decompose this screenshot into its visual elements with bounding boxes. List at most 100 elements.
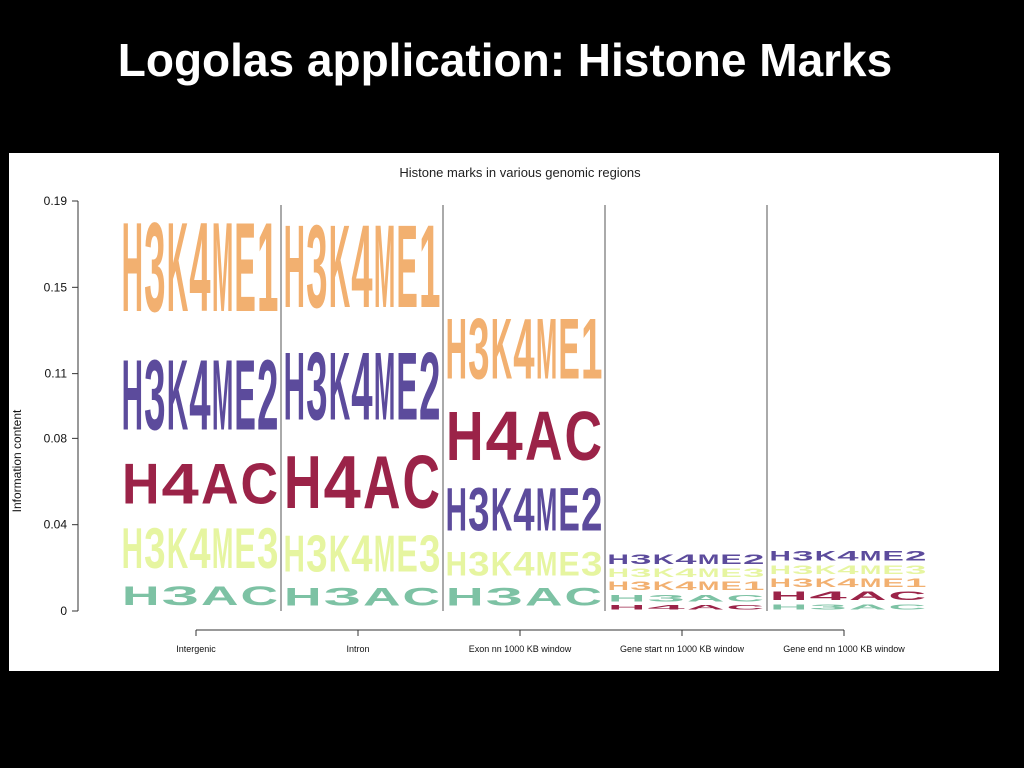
logo-column: H 3 A CH 3 K 4 M E 3H 4 A CH 3 K 4 M E 2H 3 K 4 M E 1 xyxy=(284,201,441,611)
logo-letter: 3 xyxy=(306,333,327,441)
logo-letter: 3 xyxy=(306,525,327,583)
logo-letter: H xyxy=(284,525,305,583)
y-axis: 0 0.04 0.08 0.11 0.15 0.19 xyxy=(44,194,79,618)
logo-letter: H xyxy=(770,548,791,563)
logo-letter: 4 xyxy=(513,301,534,398)
logo-letter: H xyxy=(608,593,646,604)
logo-letter: 3 xyxy=(792,549,813,564)
logo-letter: K xyxy=(329,333,350,441)
x-tick-label: Exon nn 1000 KB window xyxy=(469,644,572,654)
logo-letter: 3 xyxy=(144,517,165,581)
logo-letter: 1 xyxy=(257,196,278,338)
logo-letter: 4 xyxy=(647,604,685,612)
logo-letter: 3 xyxy=(257,517,278,581)
logo-letter: K xyxy=(329,201,350,333)
logo-letter: 4 xyxy=(837,549,858,564)
logo-letter: M xyxy=(698,580,719,593)
logo-letter: E xyxy=(720,552,741,567)
logo-letter: 4 xyxy=(351,333,372,441)
logo-letter: H xyxy=(122,581,160,611)
logo-letter: A xyxy=(363,441,401,525)
y-tick-label: 0.08 xyxy=(44,431,68,445)
logo-letter: H xyxy=(446,583,484,611)
logo-letter: K xyxy=(491,544,512,583)
logo-letter: 1 xyxy=(743,580,765,593)
logo-letter: H xyxy=(770,577,791,590)
logo-letter: A xyxy=(849,602,887,611)
logo-letter: H xyxy=(284,333,305,441)
logo-letter: 4 xyxy=(161,452,198,517)
logo-letter: E xyxy=(720,567,741,580)
logo-letter: 1 xyxy=(419,201,440,333)
logo-letter: 2 xyxy=(743,552,764,567)
y-axis-title: Information content xyxy=(10,409,24,512)
logo-column: H 3 A CH 4 A CH 3 K 4 M E 1H 3 K 4 M E 3H 3 K 4 M E 2 xyxy=(770,548,927,611)
logo-letter: H xyxy=(770,564,791,577)
logo-letter: K xyxy=(653,552,675,567)
logo-letter: K xyxy=(167,515,188,580)
logo-letter: 3 xyxy=(468,544,489,583)
chart-figure: Histone marks in various genomic regions… xyxy=(9,153,999,671)
logo-letter: A xyxy=(363,583,401,611)
logo-letter: 3 xyxy=(468,474,489,544)
y-tick-label: 0 xyxy=(60,604,67,618)
logo-letter: K xyxy=(815,577,837,590)
logo-letter: M xyxy=(698,567,719,580)
logo-letter: C xyxy=(564,398,602,475)
logo-letter: 1 xyxy=(581,301,602,398)
logo-letter: 1 xyxy=(905,577,927,590)
logo-letter: A xyxy=(525,583,563,611)
logo-letter: H xyxy=(122,195,143,338)
logo-letter: 4 xyxy=(809,589,847,602)
logo-letter: E xyxy=(396,333,417,440)
logo-letter: K xyxy=(167,338,188,451)
logo-letter: 4 xyxy=(323,442,361,525)
logo-letter: 3 xyxy=(647,593,685,604)
x-tick-label: Gene start nn 1000 KB window xyxy=(620,644,745,654)
logo-column: H 3 A CH 3 K 4 M E 3H 4 A CH 3 K 4 M E 2H 3 K 4 M E 1 xyxy=(122,195,279,610)
logo-letter: 4 xyxy=(675,579,697,592)
x-tick-label: Gene end nn 1000 KB window xyxy=(783,644,905,654)
logo-letter: 3 xyxy=(419,525,440,583)
logo-letter: A xyxy=(201,581,239,611)
logo-letter: 3 xyxy=(161,580,199,610)
logo-letter: H xyxy=(770,589,808,602)
logo-letter: M xyxy=(536,545,557,584)
logo-letter: K xyxy=(653,567,675,580)
logo-letter: 4 xyxy=(189,339,210,451)
logo-letter: E xyxy=(882,564,903,577)
logo-letter: 4 xyxy=(837,576,859,589)
logo-letter: M xyxy=(212,516,233,581)
logo-letter: A xyxy=(687,603,725,611)
logo-letter: M xyxy=(860,577,881,590)
logo-letter: A xyxy=(201,451,239,516)
logo-letter: E xyxy=(882,577,903,590)
logo-letter: H xyxy=(608,580,629,593)
logo-letter: C xyxy=(402,583,440,611)
logo-letter: 3 xyxy=(144,340,165,452)
logo-letter: C xyxy=(240,581,278,611)
logo-letter: E xyxy=(234,339,255,451)
logo-letter: 3 xyxy=(630,567,651,580)
y-tick-label: 0.19 xyxy=(44,194,68,208)
logo-letter: 4 xyxy=(513,544,535,583)
logo-letter: K xyxy=(167,195,188,338)
logo-letter: 3 xyxy=(306,201,327,333)
logo-column: H 4 A CH 3 A CH 3 K 4 M E 1H 3 K 4 M E 3H 3 K 4 M E 2 xyxy=(608,552,765,612)
logo-letter: H xyxy=(608,603,646,611)
logo-stacks: H 3 A CH 3 K 4 M E 3H 4 A CH 3 K 4 M E 2H 3 K 4 M E 1H 3 A CH 3 K 4 M E 3… xyxy=(122,195,927,611)
logo-letter: H xyxy=(284,201,305,333)
logo-letter: H xyxy=(446,476,467,545)
logo-letter: E xyxy=(396,526,417,584)
slide-title: Logolas application: Histone Marks xyxy=(117,34,893,86)
logo-letter: M xyxy=(212,197,233,338)
logo-letter: 2 xyxy=(257,340,278,452)
logo-letter: K xyxy=(491,476,512,545)
logo-letter: E xyxy=(234,196,255,339)
logo-letter: 3 xyxy=(905,564,926,577)
logo-letter: 4 xyxy=(837,563,859,576)
logo-letter: M xyxy=(212,340,233,451)
logo-letter: 4 xyxy=(675,567,697,580)
logo-letter: H xyxy=(122,451,160,516)
chart-title: Histone marks in various genomic regions xyxy=(399,165,641,180)
